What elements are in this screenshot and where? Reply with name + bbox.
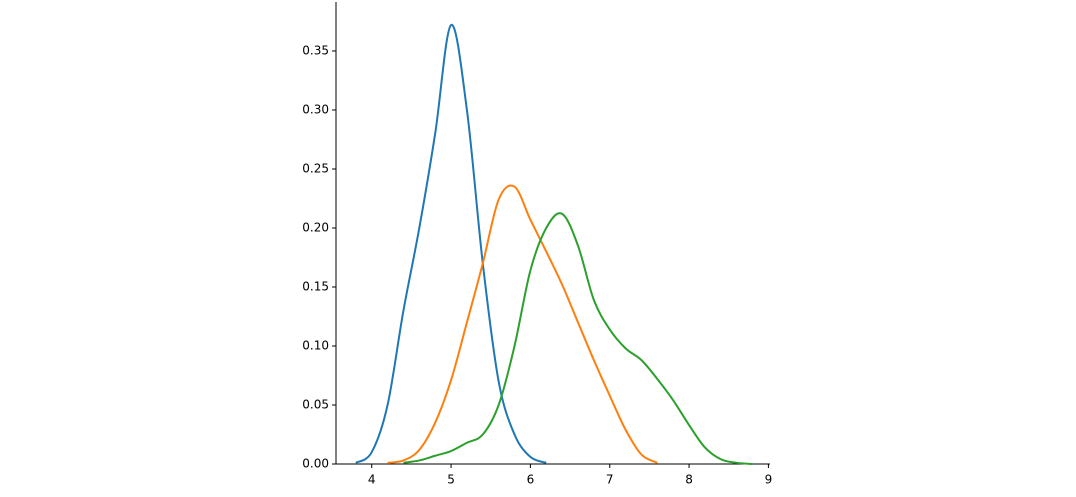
y-tick-label: 0.05 (302, 397, 329, 411)
kde-line (387, 184, 658, 464)
y-tick-label: 0.15 (302, 279, 329, 293)
x-tick-label: 6 (527, 473, 535, 487)
x-tick-label: 5 (447, 473, 455, 487)
x-tick-label: 4 (368, 473, 376, 487)
y-tick-label: 0.20 (302, 220, 329, 234)
x-tick-label: 7 (606, 473, 614, 487)
x-tick-label: 8 (685, 473, 693, 487)
y-tick-label: 0.30 (302, 102, 329, 116)
kde-line (355, 23, 547, 464)
y-tick-label: 0.35 (302, 43, 329, 57)
y-tick-label: 0.25 (302, 161, 329, 175)
x-tick-label: 9 (765, 473, 773, 487)
y-tick-label: 0.10 (302, 338, 329, 352)
y-tick-label: 0.00 (302, 457, 329, 471)
kde-line (403, 212, 753, 465)
